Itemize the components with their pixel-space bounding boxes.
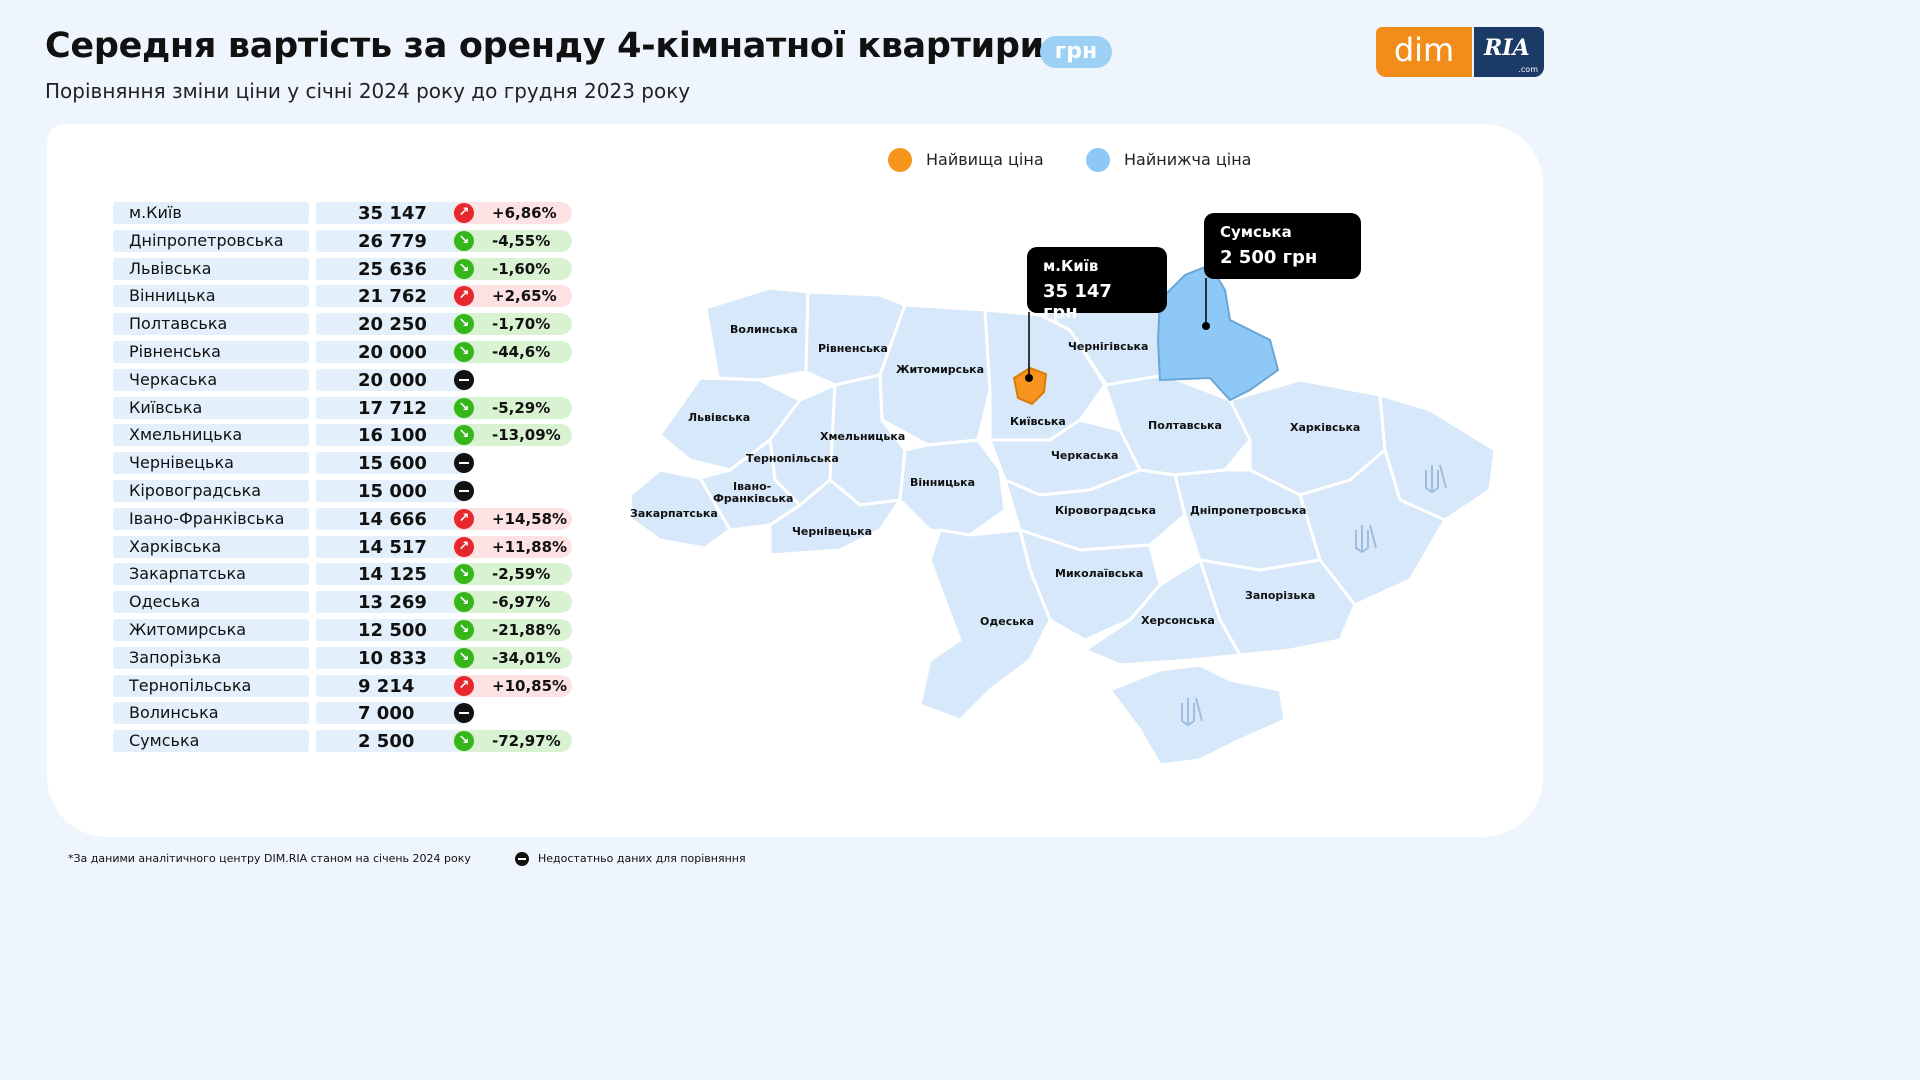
change-value: -5,29% xyxy=(452,396,572,419)
price-value: 20 000 xyxy=(316,341,466,363)
change-value: +10,85% xyxy=(452,674,572,697)
kyiv-callout-name: м.Київ xyxy=(1043,257,1099,275)
arrow-down-icon: ↘ xyxy=(454,592,474,613)
change-value: -72,97% xyxy=(452,730,572,753)
region-name: Кіровоградська xyxy=(113,480,309,502)
region-name: м.Київ xyxy=(113,202,309,224)
change-value: -6,97% xyxy=(452,591,572,614)
arrow-down-icon: ↘ xyxy=(454,425,474,446)
change-value: -2,59% xyxy=(452,563,572,586)
legend-lowest-label: Найнижча ціна xyxy=(1124,150,1252,169)
ria-logo-suffix: .com xyxy=(1518,65,1538,74)
change-value: -4,55% xyxy=(452,229,572,252)
arrow-up-icon: ↗ xyxy=(454,203,474,223)
ria-logo-text: RIA xyxy=(1484,35,1530,61)
price-value: 26 779 xyxy=(316,229,466,252)
no-data-icon xyxy=(454,703,474,724)
sumy-callout-value: 2 500 грн xyxy=(1220,247,1318,268)
change-value: -13,09% xyxy=(452,424,572,447)
price-value: 15 600 xyxy=(316,452,466,475)
arrow-down-icon: ↘ xyxy=(454,564,474,585)
price-value: 20 250 xyxy=(316,313,466,336)
region-name: Житомирська xyxy=(113,619,309,641)
region-name: Рівненська xyxy=(113,341,309,363)
change-value: +2,65% xyxy=(452,285,572,308)
no-data-icon xyxy=(515,852,529,866)
dim-logo: dim xyxy=(1376,27,1472,77)
price-value: 17 712 xyxy=(316,396,466,419)
no-data-icon xyxy=(454,369,474,390)
price-value: 35 147 xyxy=(316,202,466,224)
page-title: Середня вартість за оренду 4-кімнатної к… xyxy=(45,26,1044,66)
region-name: Полтавська xyxy=(113,313,309,336)
price-value: 25 636 xyxy=(316,257,466,280)
region-name: Хмельницька xyxy=(113,424,309,447)
page-subtitle: Порівняння зміни ціни у січні 2024 року … xyxy=(45,79,691,103)
kyiv-callout: м.Київ 35 147 грн xyxy=(1027,247,1167,323)
change-value: -1,70% xyxy=(452,313,572,336)
arrow-down-icon: ↘ xyxy=(454,230,474,251)
region-name: Харківська xyxy=(113,535,309,558)
region-name: Одеська xyxy=(113,591,309,614)
change-value: +6,86% xyxy=(452,202,572,224)
kyiv-callout-value: 35 147 грн xyxy=(1043,281,1112,323)
region-name: Івано-Франківська xyxy=(113,507,309,530)
region-name: Запорізька xyxy=(113,646,309,669)
price-value: 14 125 xyxy=(316,563,466,586)
unit-badge: грн xyxy=(1040,36,1112,68)
sumy-callout-name: Сумська xyxy=(1220,223,1292,241)
arrow-up-icon: ↗ xyxy=(454,536,474,557)
price-value: 14 517 xyxy=(316,535,466,558)
region-name: Тернопільська xyxy=(113,674,309,697)
legend-highest-label: Найвища ціна xyxy=(926,150,1044,169)
region-name: Львівська xyxy=(113,257,309,280)
ria-logo: RIA .com xyxy=(1474,27,1544,77)
arrow-up-icon: ↗ xyxy=(454,675,474,696)
price-value: 13 269 xyxy=(316,591,466,614)
arrow-down-icon: ↘ xyxy=(454,397,474,418)
price-value: 15 000 xyxy=(316,480,466,502)
source-footnote: *За даними аналітичного центру DIM.RIA с… xyxy=(68,852,471,865)
arrow-down-icon: ↘ xyxy=(454,314,474,335)
region-name: Сумська xyxy=(113,730,309,753)
price-value: 2 500 xyxy=(316,730,466,753)
change-value: -34,01% xyxy=(452,646,572,669)
no-data-legend: Недостатньо даних для порівняння xyxy=(538,852,746,865)
region-name: Дніпропетровська xyxy=(113,229,309,252)
arrow-down-icon: ↘ xyxy=(454,647,474,668)
change-value: -44,6% xyxy=(452,341,572,363)
arrow-down-icon: ↘ xyxy=(454,620,474,640)
region-name: Вінницька xyxy=(113,285,309,308)
arrow-down-icon: ↘ xyxy=(454,342,474,362)
price-value: 21 762 xyxy=(316,285,466,308)
change-value: +14,58% xyxy=(452,507,572,530)
price-value: 20 000 xyxy=(316,368,466,391)
region-name: Чернівецька xyxy=(113,452,309,475)
price-value: 12 500 xyxy=(316,619,466,641)
legend-highest-dot xyxy=(888,148,912,172)
price-value: 9 214 xyxy=(316,674,466,697)
price-value: 14 666 xyxy=(316,507,466,530)
region-name: Закарпатська xyxy=(113,563,309,586)
arrow-up-icon: ↗ xyxy=(454,508,474,529)
change-value: -1,60% xyxy=(452,257,572,280)
price-value: 7 000 xyxy=(316,702,466,725)
change-value: -21,88% xyxy=(452,619,572,641)
arrow-up-icon: ↗ xyxy=(454,286,474,307)
legend-lowest-dot xyxy=(1086,148,1110,172)
sumy-callout: Сумська 2 500 грн xyxy=(1204,213,1361,279)
region-name: Київська xyxy=(113,396,309,419)
no-data-icon xyxy=(454,481,474,501)
price-value: 10 833 xyxy=(316,646,466,669)
region-name: Черкаська xyxy=(113,368,309,391)
price-value: 16 100 xyxy=(316,424,466,447)
region-name: Волинська xyxy=(113,702,309,725)
arrow-down-icon: ↘ xyxy=(454,731,474,752)
arrow-down-icon: ↘ xyxy=(454,258,474,279)
no-data-icon xyxy=(454,453,474,474)
change-value: +11,88% xyxy=(452,535,572,558)
